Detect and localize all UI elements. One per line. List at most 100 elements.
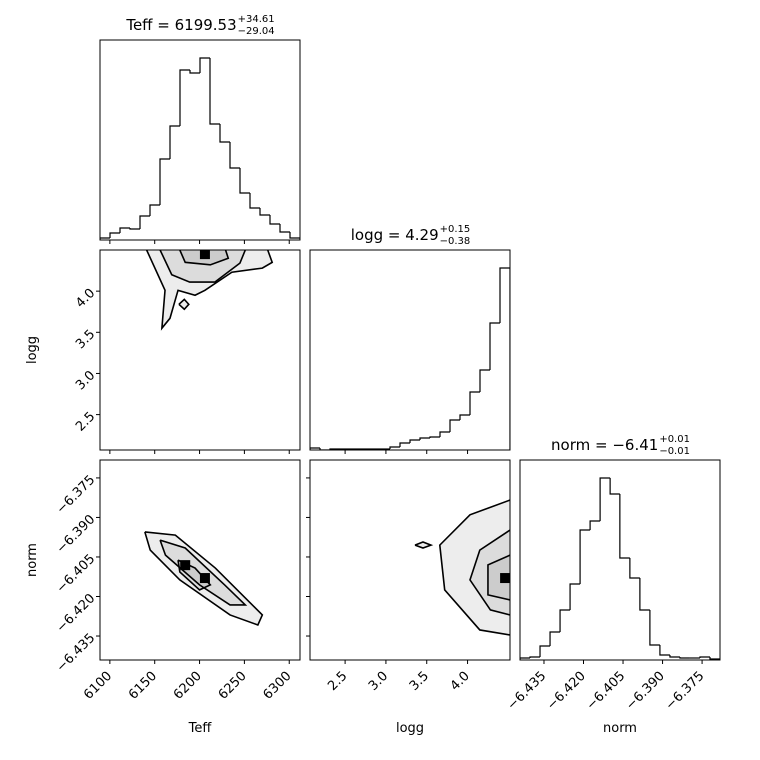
histogram-step [159, 158, 170, 205]
y-axis-label: norm [25, 543, 40, 577]
histogram-step [199, 57, 210, 73]
histogram-step [149, 204, 160, 216]
x-tick-label: 3.5 [407, 669, 432, 694]
histogram-step [139, 215, 150, 229]
histogram-step [389, 446, 400, 449]
histogram-step [310, 447, 320, 450]
y-tick-label: −6.420 [54, 591, 99, 636]
histogram-step [669, 655, 680, 658]
histogram-step [659, 645, 670, 656]
histogram-step [129, 228, 140, 230]
title-upper: +0.15 [440, 224, 471, 235]
histogram-step [179, 69, 190, 126]
histogram-step [279, 224, 290, 233]
density-peak [500, 573, 510, 584]
histogram-step [219, 124, 230, 143]
x-axis-label: logg [396, 721, 424, 736]
panel [310, 267, 510, 450]
contour-line [487, 554, 510, 601]
x-tick-label: 4.0 [448, 669, 473, 694]
histogram-step [609, 478, 620, 495]
x-tick-label: −6.405 [584, 669, 629, 714]
y-tick-label: 4.0 [73, 286, 98, 311]
panel-title: logg = 4.29 [351, 226, 439, 244]
x-tick-label: 6150 [126, 669, 160, 703]
x-tick-label: −6.435 [505, 669, 550, 714]
panel [145, 250, 274, 331]
x-tick-label: 6300 [261, 669, 295, 703]
histogram-step [589, 520, 601, 530]
title-lower: −0.38 [440, 236, 471, 247]
histogram-step [289, 232, 300, 240]
histogram-step [239, 168, 250, 194]
histogram-step [649, 610, 660, 646]
x-axis-label: norm [603, 721, 637, 736]
histogram-step [109, 232, 120, 238]
x-tick-label: 6200 [171, 669, 205, 703]
histogram-step [469, 391, 480, 415]
density-peak [199, 250, 210, 260]
contour-line [159, 539, 248, 606]
histogram-step [209, 58, 220, 125]
histogram-step [399, 442, 410, 447]
histogram-step [629, 558, 640, 579]
contour-line [159, 250, 247, 283]
panel [100, 57, 300, 240]
title-lower: −29.04 [238, 26, 275, 37]
histogram-step [579, 529, 591, 584]
histogram-step [429, 436, 440, 438]
y-tick-label: −6.390 [54, 512, 99, 557]
title-upper: +0.01 [659, 434, 690, 445]
histogram-step [549, 631, 561, 646]
histogram-step [439, 431, 450, 437]
histogram-step [489, 322, 500, 370]
panel-title: norm = −6.41 [551, 436, 658, 454]
histogram-step [499, 267, 510, 450]
histogram-step [709, 657, 720, 660]
histogram-step [259, 208, 270, 216]
histogram-step [229, 142, 240, 169]
histogram-step [520, 657, 531, 660]
y-tick-label: 2.5 [73, 409, 98, 434]
y-tick-label: 3.0 [73, 368, 98, 393]
histogram-step [119, 227, 130, 233]
y-tick-label: 3.5 [73, 327, 98, 352]
panel [414, 499, 510, 636]
density-peak [180, 560, 191, 571]
y-tick-label: −6.405 [54, 552, 99, 597]
x-tick-label: −6.390 [623, 669, 668, 714]
x-tick-label: 6100 [81, 669, 115, 703]
histogram-step [409, 439, 420, 443]
histogram-step [319, 448, 330, 450]
x-axis-label: Teff [188, 721, 213, 736]
x-tick-label: 2.5 [325, 669, 350, 694]
y-tick-label: −6.375 [54, 473, 99, 518]
histogram-step [479, 369, 490, 392]
histogram-step [100, 237, 110, 240]
y-axis-label: logg [25, 336, 40, 364]
histogram-step [559, 609, 571, 632]
histogram-step [569, 583, 581, 610]
panel [520, 477, 720, 660]
contour-line [178, 298, 190, 311]
panel-frame [309, 459, 511, 661]
x-tick-label: 3.0 [366, 669, 391, 694]
contour-line [414, 541, 434, 549]
panel-frame [99, 39, 301, 241]
title-lower: −0.01 [659, 446, 690, 457]
panel-frame [99, 459, 301, 661]
title-upper: +34.61 [238, 14, 275, 25]
x-tick-label: −6.375 [663, 669, 708, 714]
panel-title: Teff = 6199.53 [125, 16, 236, 34]
histogram-step [539, 645, 551, 657]
histogram-step [419, 437, 430, 440]
histogram-step [249, 193, 260, 209]
histogram-step [189, 70, 200, 74]
histogram-step [529, 656, 541, 658]
histogram-step [619, 494, 630, 559]
panel-frame [519, 459, 721, 661]
contour-line [469, 529, 510, 616]
contour-line [145, 250, 274, 331]
histogram-step [169, 125, 180, 159]
density-peak [199, 573, 210, 584]
